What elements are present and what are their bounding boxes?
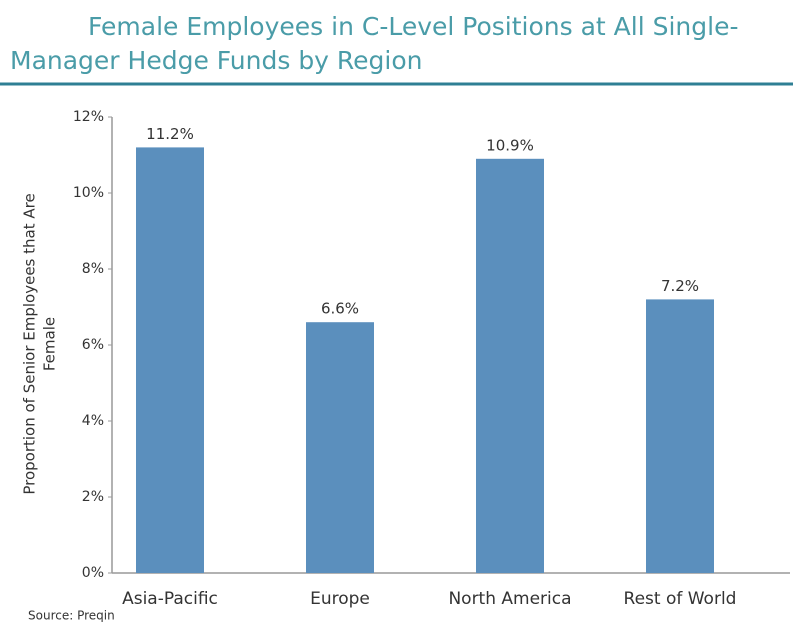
source-note: Source: Preqin [28,609,115,623]
y-axis-title: Proportion of Senior Employees that Are … [21,193,59,494]
y-tick-label: 4% [82,413,104,429]
bar [476,158,544,574]
chart-title: Female Employees in C-Level Positions at… [88,12,738,41]
x-tick-label: Rest of World [624,589,737,609]
y-tick-label: 0% [82,565,104,581]
y-axis-title-line: Proportion of Senior Employees that Are [21,193,39,494]
data-label: 7.2% [661,277,699,295]
y-tick-label: 10% [73,185,104,201]
bar [136,147,204,573]
bar [306,322,374,573]
data-label: 6.6% [321,300,359,318]
chart-title: Manager Hedge Funds by Region [10,46,423,75]
x-tick-label: Europe [310,589,370,609]
bar [646,299,714,573]
y-tick-label: 6% [82,337,104,353]
data-label: 10.9% [486,136,534,154]
x-tick-label: Asia-Pacific [122,589,218,609]
y-tick-label: 8% [82,261,104,277]
x-tick-label: North America [448,589,571,609]
y-tick-label: 2% [82,489,104,505]
y-tick-label: 12% [73,109,104,125]
y-axis-title-line: Female [41,317,59,371]
data-label: 11.2% [146,125,194,143]
